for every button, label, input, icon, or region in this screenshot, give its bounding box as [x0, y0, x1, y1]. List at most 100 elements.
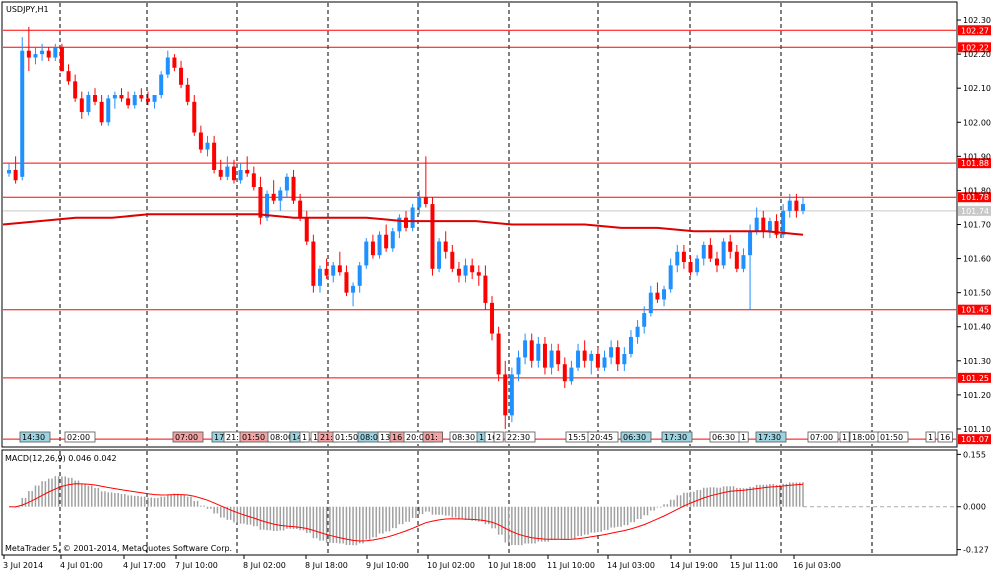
candle-body: [708, 244, 713, 259]
event-tag[interactable]: 01:50: [877, 431, 909, 443]
candle-body: [582, 350, 587, 361]
candle-body: [635, 326, 640, 337]
price-tick-label: 101.70: [963, 221, 991, 230]
event-tag[interactable]: 07:00: [807, 431, 839, 443]
candle-body: [761, 217, 766, 232]
candle-body: [119, 95, 124, 99]
candle-body: [46, 50, 51, 58]
event-tag-box: [925, 431, 936, 443]
candle-body: [787, 200, 792, 211]
candle-body: [801, 204, 805, 211]
candle-body: [73, 81, 78, 99]
event-tag[interactable]: 06:30: [709, 431, 741, 443]
candle-body: [542, 343, 547, 368]
price-tick-label: 101.90: [963, 152, 991, 161]
candle-body: [357, 265, 362, 286]
event-tag[interactable]: 02:00: [64, 431, 96, 443]
price-tick-label: 102.10: [963, 84, 991, 93]
candle-body: [728, 241, 733, 252]
event-tag[interactable]: 2: [493, 431, 504, 443]
event-tag-box: [422, 431, 444, 443]
event-tag[interactable]: 01:: [422, 431, 444, 443]
event-tag[interactable]: 16: [389, 431, 405, 443]
price-tick-label: 102.30: [963, 16, 991, 25]
candle-body: [79, 98, 84, 113]
time-tick-label: 7 Jul 10:00: [175, 561, 218, 570]
event-tag-box: [587, 431, 619, 443]
level-price-tag: [958, 192, 991, 203]
event-tag[interactable]: 17:30: [755, 431, 787, 443]
candle-body: [271, 193, 276, 201]
candle-body: [490, 302, 495, 334]
candlesticks: [7, 26, 805, 429]
candle-body: [450, 251, 455, 269]
candle-body: [86, 95, 91, 113]
candle-body: [384, 234, 389, 249]
event-tag-box: [755, 431, 787, 443]
time-tick-label: 8 Jul 02:00: [243, 561, 286, 570]
time-tick-label: 14 Jul 03:00: [607, 561, 655, 570]
candle-body: [344, 272, 349, 293]
candle-body: [370, 241, 375, 256]
event-tag[interactable]: 16: [937, 431, 953, 443]
candle-body: [284, 176, 289, 191]
event-tag-label: 06:30: [623, 433, 646, 442]
event-tag-label: 17:: [214, 433, 227, 442]
candle-body: [748, 231, 753, 256]
candle-body: [172, 57, 177, 68]
price-tick-label: 101.20: [963, 391, 991, 400]
time-tick-label: 9 Jul 10:00: [366, 561, 409, 570]
candle-body: [569, 367, 574, 382]
candle-body: [26, 50, 31, 58]
macd-signal-line: [8, 483, 804, 542]
event-tag[interactable]: 1: [839, 431, 850, 443]
symbol-title: USDJPY,H1: [6, 5, 49, 14]
candle-body: [681, 251, 686, 262]
candle-body: [317, 268, 322, 286]
event-tag-label: 08:00: [270, 433, 293, 442]
event-tag[interactable]: 1: [299, 431, 310, 443]
time-tick-label: 8 Jul 18:00: [305, 561, 348, 570]
event-tag-label: 15:5: [568, 433, 586, 442]
event-tag[interactable]: 20:45: [587, 431, 619, 443]
event-tag[interactable]: 18:00: [849, 431, 881, 443]
event-tag-box: [19, 431, 51, 443]
event-tag[interactable]: 06:30: [620, 431, 652, 443]
event-tag-label: 21:: [320, 433, 333, 442]
candle-body: [7, 169, 11, 174]
event-tag-label: 02:00: [67, 433, 90, 442]
candle-body: [602, 357, 607, 368]
time-tick-label: 4 Jul 01:00: [60, 561, 103, 570]
time-tick-label: 15 Jul 11:00: [730, 561, 778, 570]
event-tag-label: 13: [380, 433, 390, 442]
candle-body: [734, 251, 739, 269]
event-tag[interactable]: 15:5: [565, 431, 592, 443]
event-tag[interactable]: 22:30: [504, 431, 536, 443]
event-tag-label: 18:00: [852, 433, 875, 442]
candle-body: [304, 217, 309, 242]
candle-body: [536, 343, 541, 361]
event-tag-label: 06:30: [712, 433, 735, 442]
event-tag[interactable]: 07:00: [172, 431, 204, 443]
event-tag-label: 14:30: [22, 433, 45, 442]
candle-body: [443, 241, 448, 252]
current-price-tag: [958, 205, 991, 216]
candle-body: [40, 50, 45, 55]
time-tick-label: 14 Jul 19:00: [670, 561, 718, 570]
candle-body: [66, 71, 71, 82]
event-tag[interactable]: 01:50: [239, 431, 271, 443]
event-tag[interactable]: 08:30: [449, 431, 481, 443]
candle-body: [423, 197, 428, 205]
candle-body: [13, 169, 18, 181]
candle-body: [503, 374, 508, 416]
event-tag[interactable]: 17:30: [661, 431, 693, 443]
level-price-label: 101.78: [961, 193, 989, 202]
candle-body: [662, 289, 667, 300]
event-tag[interactable]: 1: [925, 431, 936, 443]
candle-body: [245, 169, 250, 174]
event-tag-label: 01:: [425, 433, 438, 442]
event-tag[interactable]: 1: [738, 431, 749, 443]
candle-body: [476, 272, 481, 276]
event-tag[interactable]: 14:30: [19, 431, 51, 443]
